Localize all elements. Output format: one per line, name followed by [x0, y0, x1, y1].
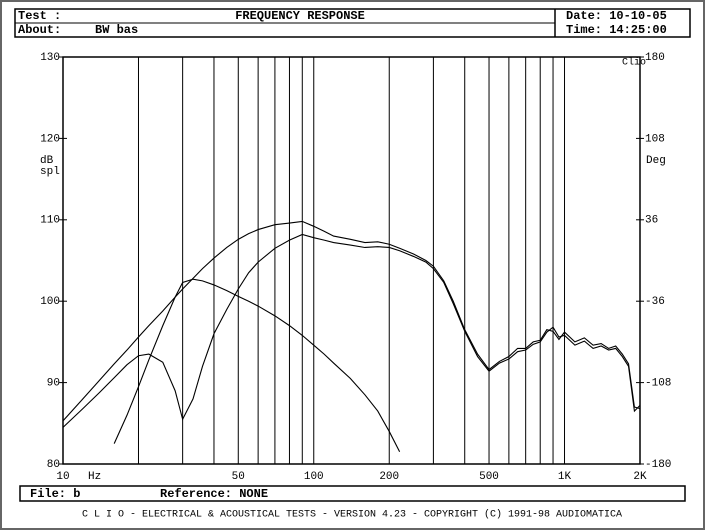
header-date: Date: 10-10-05: [566, 9, 667, 23]
y2-tick-label: -180: [645, 459, 671, 471]
credits: C L I O - ELECTRICAL & ACOUSTICAL TESTS …: [82, 509, 622, 521]
x-tick-label: 500: [479, 471, 499, 483]
y2-axis-label: Deg: [646, 155, 666, 167]
reference: Reference: NONE: [160, 487, 268, 501]
header-test: Test :: [18, 9, 61, 23]
header-about-value: BW bas: [95, 23, 138, 37]
y-tick-label: 110: [40, 215, 60, 227]
y-tick-label: 100: [40, 296, 60, 308]
x-tick-label: 50: [232, 471, 245, 483]
header-about: About:: [18, 23, 61, 37]
y2-tick-label: -108: [645, 378, 671, 390]
plot-frame: [62, 56, 641, 465]
x-tick-label: 100: [304, 471, 324, 483]
y2-tick-label: 108: [645, 133, 665, 145]
response-curve: [63, 233, 640, 428]
x-tick-label: 10: [56, 471, 69, 483]
header-time: Time: 14:25:00: [566, 23, 667, 37]
y-tick-label: 90: [47, 378, 60, 390]
response-curve: [63, 220, 640, 422]
x-tick-label: 2K: [633, 471, 647, 483]
y-tick-label: 130: [40, 52, 60, 64]
file-name: File: b: [30, 487, 80, 501]
response-curve: [113, 278, 401, 453]
x-tick-label: 200: [379, 471, 399, 483]
y-tick-label: 120: [40, 133, 60, 145]
y2-tick-label: 180: [645, 52, 665, 64]
x-tick-label: 1K: [558, 471, 572, 483]
annotation: Clio: [622, 57, 646, 69]
y2-tick-label: -36: [645, 296, 665, 308]
file-box: [19, 485, 686, 502]
chart-title: FREQUENCY RESPONSE: [235, 9, 365, 23]
y-axis-label: dB: [40, 155, 54, 167]
y2-tick-label: 36: [645, 215, 658, 227]
x-axis-label: Hz: [88, 471, 101, 483]
y-axis-label: spl: [40, 166, 60, 178]
y-tick-label: 80: [47, 459, 60, 471]
